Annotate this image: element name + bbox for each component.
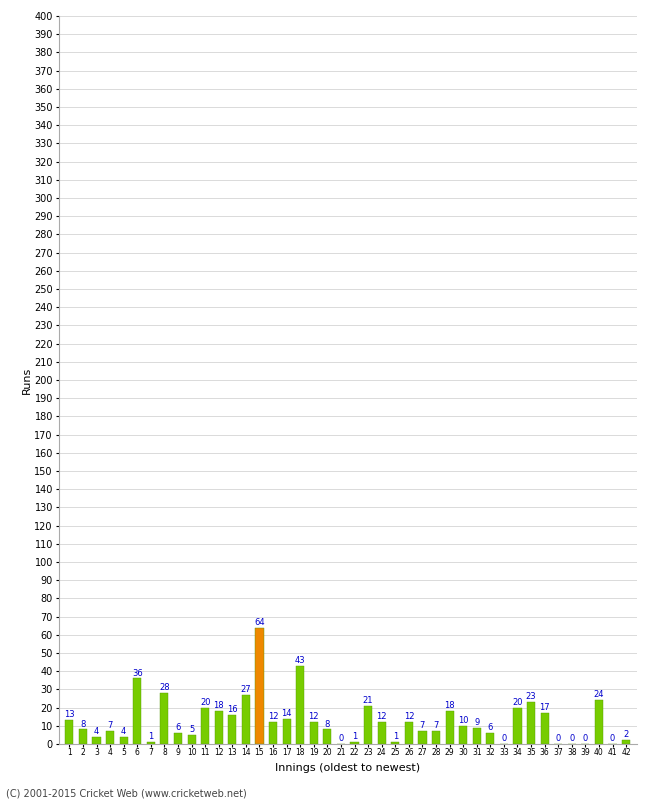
Bar bbox=[378, 722, 385, 744]
Bar bbox=[541, 713, 549, 744]
Text: 0: 0 bbox=[556, 734, 561, 743]
Bar bbox=[214, 711, 223, 744]
Text: 2: 2 bbox=[623, 730, 629, 739]
Bar bbox=[419, 731, 426, 744]
Bar bbox=[432, 731, 440, 744]
Bar bbox=[405, 722, 413, 744]
Bar bbox=[622, 740, 630, 744]
Text: 23: 23 bbox=[526, 692, 536, 702]
Bar bbox=[527, 702, 535, 744]
Bar bbox=[459, 726, 467, 744]
Text: 7: 7 bbox=[420, 722, 425, 730]
Text: 0: 0 bbox=[583, 734, 588, 743]
Text: 21: 21 bbox=[363, 696, 373, 705]
Bar bbox=[201, 707, 209, 744]
Bar bbox=[106, 731, 114, 744]
Text: 0: 0 bbox=[339, 734, 344, 743]
Text: 10: 10 bbox=[458, 716, 469, 725]
Bar bbox=[350, 742, 359, 744]
Text: 1: 1 bbox=[352, 732, 357, 742]
Text: (C) 2001-2015 Cricket Web (www.cricketweb.net): (C) 2001-2015 Cricket Web (www.cricketwe… bbox=[6, 788, 247, 798]
Text: 28: 28 bbox=[159, 683, 170, 692]
Text: 0: 0 bbox=[569, 734, 575, 743]
Text: 9: 9 bbox=[474, 718, 480, 726]
Bar bbox=[174, 733, 182, 744]
Bar bbox=[242, 695, 250, 744]
Text: 12: 12 bbox=[309, 712, 319, 722]
Text: 16: 16 bbox=[227, 705, 238, 714]
Text: 17: 17 bbox=[540, 703, 550, 712]
Bar bbox=[391, 742, 399, 744]
Text: 18: 18 bbox=[213, 702, 224, 710]
Bar bbox=[161, 693, 168, 744]
Text: 64: 64 bbox=[254, 618, 265, 626]
Bar bbox=[296, 666, 304, 744]
Bar bbox=[486, 733, 495, 744]
Text: 8: 8 bbox=[325, 719, 330, 729]
Text: 6: 6 bbox=[176, 723, 181, 732]
Text: 1: 1 bbox=[148, 732, 153, 742]
Text: 0: 0 bbox=[501, 734, 506, 743]
Bar bbox=[228, 715, 237, 744]
Text: 1: 1 bbox=[393, 732, 398, 742]
Text: 24: 24 bbox=[593, 690, 604, 699]
Bar bbox=[323, 730, 332, 744]
Bar bbox=[92, 737, 101, 744]
Bar bbox=[65, 720, 73, 744]
Text: 7: 7 bbox=[107, 722, 113, 730]
Bar bbox=[473, 728, 481, 744]
X-axis label: Innings (oldest to newest): Innings (oldest to newest) bbox=[275, 762, 421, 773]
Text: 14: 14 bbox=[281, 709, 292, 718]
Bar bbox=[283, 718, 291, 744]
Text: 13: 13 bbox=[64, 710, 75, 719]
Text: 18: 18 bbox=[445, 702, 455, 710]
Text: 4: 4 bbox=[121, 727, 126, 736]
Text: 0: 0 bbox=[610, 734, 615, 743]
Bar bbox=[120, 737, 128, 744]
Y-axis label: Runs: Runs bbox=[21, 366, 32, 394]
Bar bbox=[269, 722, 277, 744]
Text: 20: 20 bbox=[200, 698, 211, 706]
Bar bbox=[133, 678, 141, 744]
Text: 4: 4 bbox=[94, 727, 99, 736]
Text: 20: 20 bbox=[512, 698, 523, 706]
Text: 12: 12 bbox=[268, 712, 278, 722]
Text: 5: 5 bbox=[189, 725, 194, 734]
Bar bbox=[187, 735, 196, 744]
Bar bbox=[595, 700, 603, 744]
Bar bbox=[514, 707, 521, 744]
Text: 7: 7 bbox=[434, 722, 439, 730]
Text: 27: 27 bbox=[240, 685, 251, 694]
Bar bbox=[364, 706, 372, 744]
Text: 6: 6 bbox=[488, 723, 493, 732]
Bar bbox=[255, 627, 263, 744]
Text: 43: 43 bbox=[295, 656, 306, 665]
Bar bbox=[310, 722, 318, 744]
Bar bbox=[79, 730, 87, 744]
Bar bbox=[445, 711, 454, 744]
Text: 12: 12 bbox=[404, 712, 414, 722]
Bar bbox=[147, 742, 155, 744]
Text: 36: 36 bbox=[132, 669, 142, 678]
Text: 8: 8 bbox=[80, 719, 86, 729]
Text: 12: 12 bbox=[376, 712, 387, 722]
